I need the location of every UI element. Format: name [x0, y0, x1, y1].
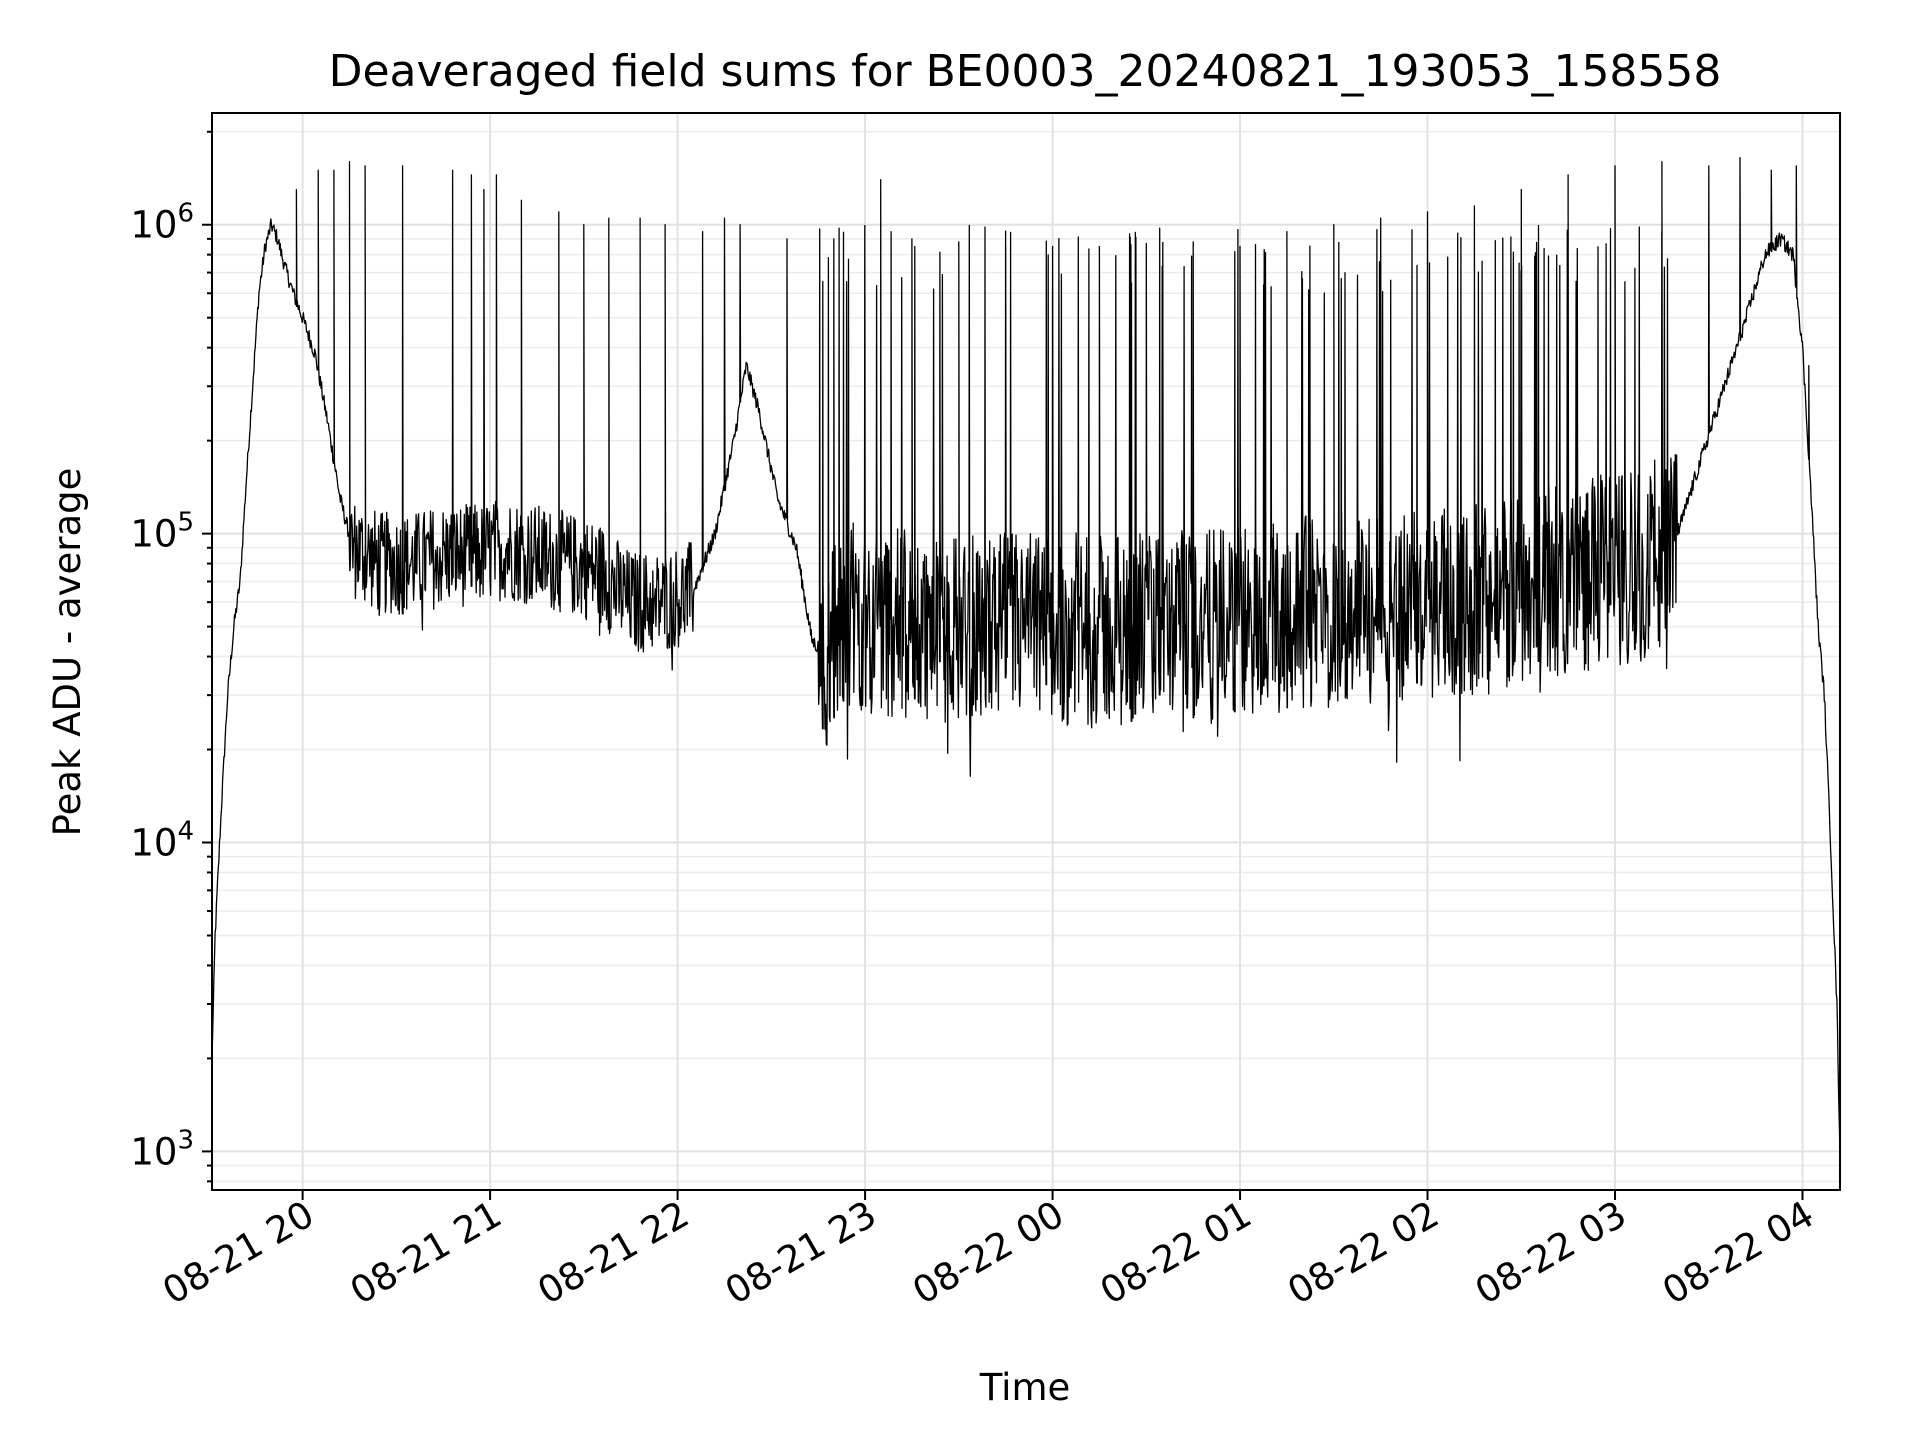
x-tick-label: 08-22 04: [1655, 1193, 1821, 1313]
x-tick-label: 08-21 22: [531, 1193, 697, 1313]
x-tick-label: 08-22 01: [1093, 1193, 1259, 1313]
y-tick-label: 104: [130, 817, 194, 865]
x-axis-label: Time: [979, 1366, 1071, 1409]
y-tick-exponent: 3: [177, 1125, 194, 1155]
y-tick-base: 10: [130, 204, 177, 247]
series-line: [211, 156, 1841, 1156]
x-tick-label: 08-21 20: [156, 1193, 322, 1313]
y-axis-label: Peak ADU - average: [46, 468, 89, 837]
y-tick-label: 105: [130, 508, 194, 556]
y-tick-label: 106: [130, 199, 194, 247]
x-tick-label: 08-21 21: [343, 1193, 509, 1313]
y-tick-base: 10: [130, 822, 177, 865]
plot-frame: [211, 112, 1841, 1191]
x-tick-label: 08-21 23: [718, 1193, 884, 1313]
x-ticks: 08-21 20 08-21 21 08-21 22 08-21 23 08-22 00…: [156, 1190, 1821, 1313]
y-tick-label: 103: [130, 1125, 194, 1173]
x-tick-label: 08-22 02: [1280, 1193, 1446, 1313]
x-tick-label: 08-22 00: [905, 1193, 1071, 1313]
y-tick-exponent: 4: [177, 817, 194, 847]
x-tick-label: 08-22 03: [1468, 1193, 1634, 1313]
series-layer: [211, 156, 1841, 1156]
chart-title: Deaveraged field sums for BE0003_2024082…: [329, 46, 1722, 97]
y-tick-base: 10: [130, 513, 177, 556]
y-tick-exponent: 6: [177, 199, 194, 229]
y-tick-base: 10: [130, 1130, 177, 1173]
y-tick-exponent: 5: [177, 508, 194, 538]
